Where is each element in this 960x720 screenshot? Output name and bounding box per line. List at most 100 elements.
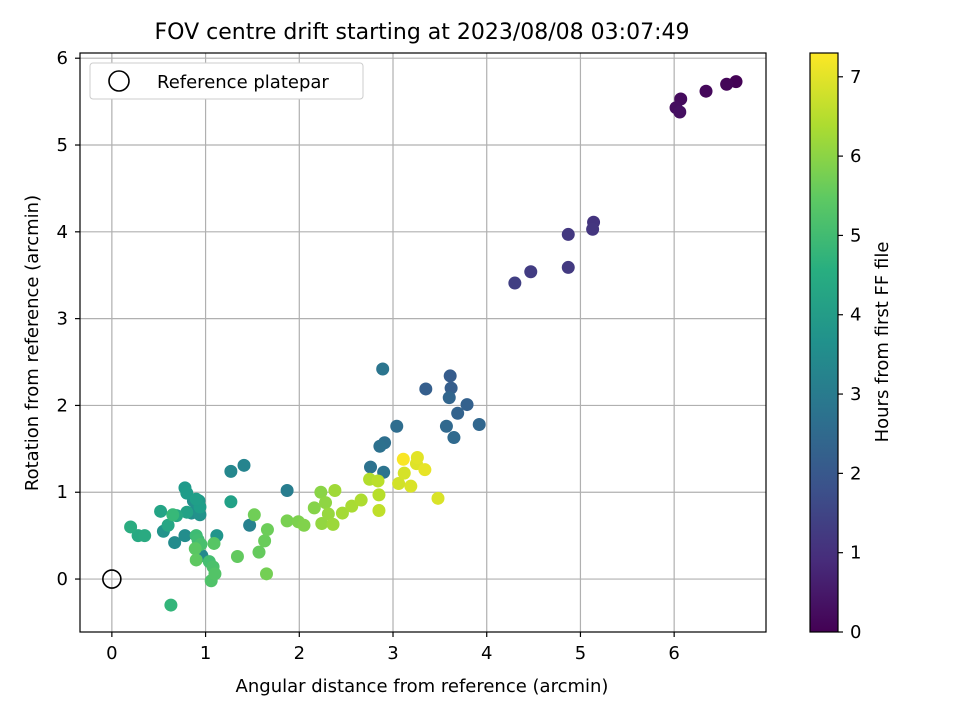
data-point [447, 431, 461, 445]
data-point [508, 276, 522, 290]
data-point [561, 227, 575, 241]
legend-label: Reference platepar [157, 72, 329, 93]
data-point [524, 265, 538, 279]
colorbar-tick-label: 1 [850, 543, 861, 564]
colorbar-tick-label: 0 [850, 622, 861, 643]
legend-marker [108, 70, 130, 92]
data-point [396, 452, 410, 466]
y-tick-label: 0 [57, 569, 68, 590]
data-point [207, 536, 221, 550]
data-point [315, 516, 329, 530]
data-point [252, 545, 266, 559]
data-point [168, 536, 182, 550]
plot-background [80, 53, 766, 632]
y-tick-label: 5 [57, 135, 68, 156]
chart-title: FOV centre drift starting at 2023/08/08 … [155, 20, 690, 45]
data-point [138, 529, 152, 543]
data-point [404, 479, 418, 493]
data-point [166, 508, 180, 522]
data-point [442, 391, 456, 405]
data-point [189, 492, 203, 506]
y-tick-label: 2 [57, 395, 68, 416]
data-points [124, 75, 743, 612]
data-point [371, 474, 385, 488]
data-point [451, 406, 465, 420]
reference-marker [102, 569, 122, 589]
data-point [258, 534, 272, 548]
colorbar [809, 52, 839, 633]
data-point [188, 542, 202, 556]
colorbar-tick-label: 5 [850, 225, 861, 246]
data-point [243, 518, 257, 532]
data-point [354, 493, 368, 507]
colorbar-tick-label: 4 [850, 305, 861, 326]
x-axis-ticks: 0 1 2 3 4 5 6 [106, 632, 680, 664]
data-point [259, 567, 273, 581]
y-axis-label: Rotation from reference (arcmin) [22, 195, 43, 491]
data-point [372, 503, 386, 517]
x-tick-label: 6 [668, 643, 679, 664]
data-point [280, 484, 294, 498]
data-point [297, 518, 311, 532]
data-point [418, 463, 432, 477]
data-point [224, 464, 238, 478]
data-point [392, 477, 406, 491]
data-point [390, 419, 404, 433]
y-tick-label: 4 [57, 222, 68, 243]
data-point [419, 382, 433, 396]
data-point [124, 520, 138, 534]
data-point [314, 485, 328, 499]
data-point [376, 362, 390, 376]
data-point [720, 77, 734, 91]
data-point [180, 505, 194, 519]
x-axis-label: Angular distance from reference (arcmin) [236, 676, 609, 697]
data-point [335, 506, 349, 520]
y-tick-label: 6 [57, 48, 68, 69]
data-point [164, 598, 178, 612]
data-point [260, 523, 274, 537]
colorbar-tick-label: 2 [850, 463, 861, 484]
data-point [561, 260, 575, 274]
y-axis-ticks: 0 1 2 3 4 5 6 [57, 48, 80, 590]
data-point [178, 529, 192, 543]
data-point [247, 508, 261, 522]
data-point [321, 507, 335, 521]
plot-frame [79, 52, 767, 633]
data-point [189, 553, 203, 567]
data-point [443, 369, 457, 383]
grid [80, 53, 766, 632]
colorbar-label: Hours from first FF file [872, 242, 893, 443]
colorbar-tick-label: 6 [850, 146, 861, 167]
data-point [280, 514, 294, 528]
data-point [224, 495, 238, 509]
data-point [586, 222, 600, 236]
data-point [699, 84, 713, 98]
data-point [439, 419, 453, 433]
data-point [230, 549, 244, 563]
data-point [431, 491, 445, 505]
data-point [208, 567, 222, 581]
data-point [410, 451, 424, 465]
data-point [345, 499, 359, 513]
data-point [328, 484, 342, 498]
colorbar-tick-label: 7 [850, 67, 861, 88]
x-tick-label: 4 [481, 643, 492, 664]
data-point [307, 501, 321, 515]
data-point [319, 496, 333, 510]
y-tick-label: 3 [57, 309, 68, 330]
data-point [472, 418, 486, 432]
data-point [673, 105, 687, 119]
x-tick-label: 5 [575, 643, 586, 664]
data-point [373, 439, 387, 453]
colorbar-ticks: 0 1 2 3 4 5 6 7 [838, 67, 861, 643]
colorbar-tick-label: 3 [850, 384, 861, 405]
data-point [154, 504, 168, 518]
data-point [372, 488, 386, 502]
x-tick-label: 1 [200, 643, 211, 664]
x-tick-label: 3 [387, 643, 398, 664]
data-point [161, 518, 175, 532]
data-point [180, 486, 194, 500]
data-point [397, 466, 411, 480]
legend: Reference platepar [89, 62, 364, 100]
